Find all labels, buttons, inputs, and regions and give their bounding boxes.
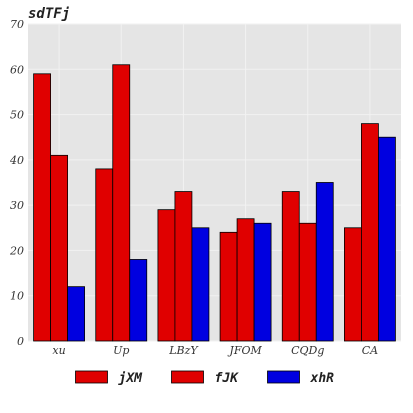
bar-jXM-CA [344, 227, 362, 342]
y-tick-label-7: 70 [10, 18, 24, 31]
bar-fJK-CQDg [298, 222, 317, 342]
y-tick-label-0: 0 [17, 335, 24, 348]
plot-area [28, 24, 401, 341]
legend-swatch-jXM [75, 370, 108, 384]
bar-xhR-xu [67, 286, 85, 342]
bar-xhR-JFOM [253, 222, 272, 342]
bar-fJK-LBzY [174, 191, 193, 342]
x-tick-label-0: xu [52, 344, 65, 357]
bar-xhR-CA [378, 136, 396, 342]
bar-xhR-Up [129, 259, 148, 342]
y-tick-label-2: 20 [9, 244, 24, 257]
x-axis-ticks: xu Up LBzY JFOM CQDg CA [52, 344, 378, 357]
bar-fJK-JFOM [236, 218, 255, 342]
x-tick-label-4: CQDg [291, 344, 324, 357]
x-tick-label-5: CA [362, 344, 378, 357]
y-axis-ticks: 0 10 20 30 40 50 60 70 [9, 18, 24, 348]
chart-title: sdTFj [28, 6, 70, 22]
legend: jXM fJK xhR [75, 370, 335, 386]
bar-fJK-CA [361, 123, 379, 342]
y-tick-label-1: 10 [10, 290, 24, 303]
bar-jXM-LBzY [157, 209, 176, 342]
y-tick-label-6: 60 [10, 63, 24, 76]
legend-swatch-xhR [267, 370, 300, 384]
y-tick-label-4: 40 [9, 154, 24, 167]
x-tick-label-2: LBzY [168, 344, 199, 357]
bar-jXM-Up [95, 168, 114, 342]
legend-label-fJK: fJK [215, 371, 240, 386]
bar-jXM-JFOM [219, 231, 238, 342]
x-tick-label-1: Up [113, 344, 129, 357]
bar-xhR-LBzY [191, 227, 210, 342]
y-tick-label-5: 50 [10, 109, 24, 122]
bar-jXM-CQDg [281, 191, 300, 342]
y-tick-label-3: 30 [10, 199, 24, 212]
bars [33, 64, 396, 342]
legend-label-jXM: jXM [118, 371, 144, 386]
bar-jXM-xu [33, 73, 51, 342]
legend-label-xhR: xhR [310, 371, 335, 386]
bar-fJK-xu [50, 154, 68, 342]
bar-fJK-Up [112, 64, 131, 342]
x-tick-label-3: JFOM [227, 344, 262, 357]
legend-swatch-fJK [171, 370, 204, 384]
bar-xhR-CQDg [315, 182, 334, 342]
